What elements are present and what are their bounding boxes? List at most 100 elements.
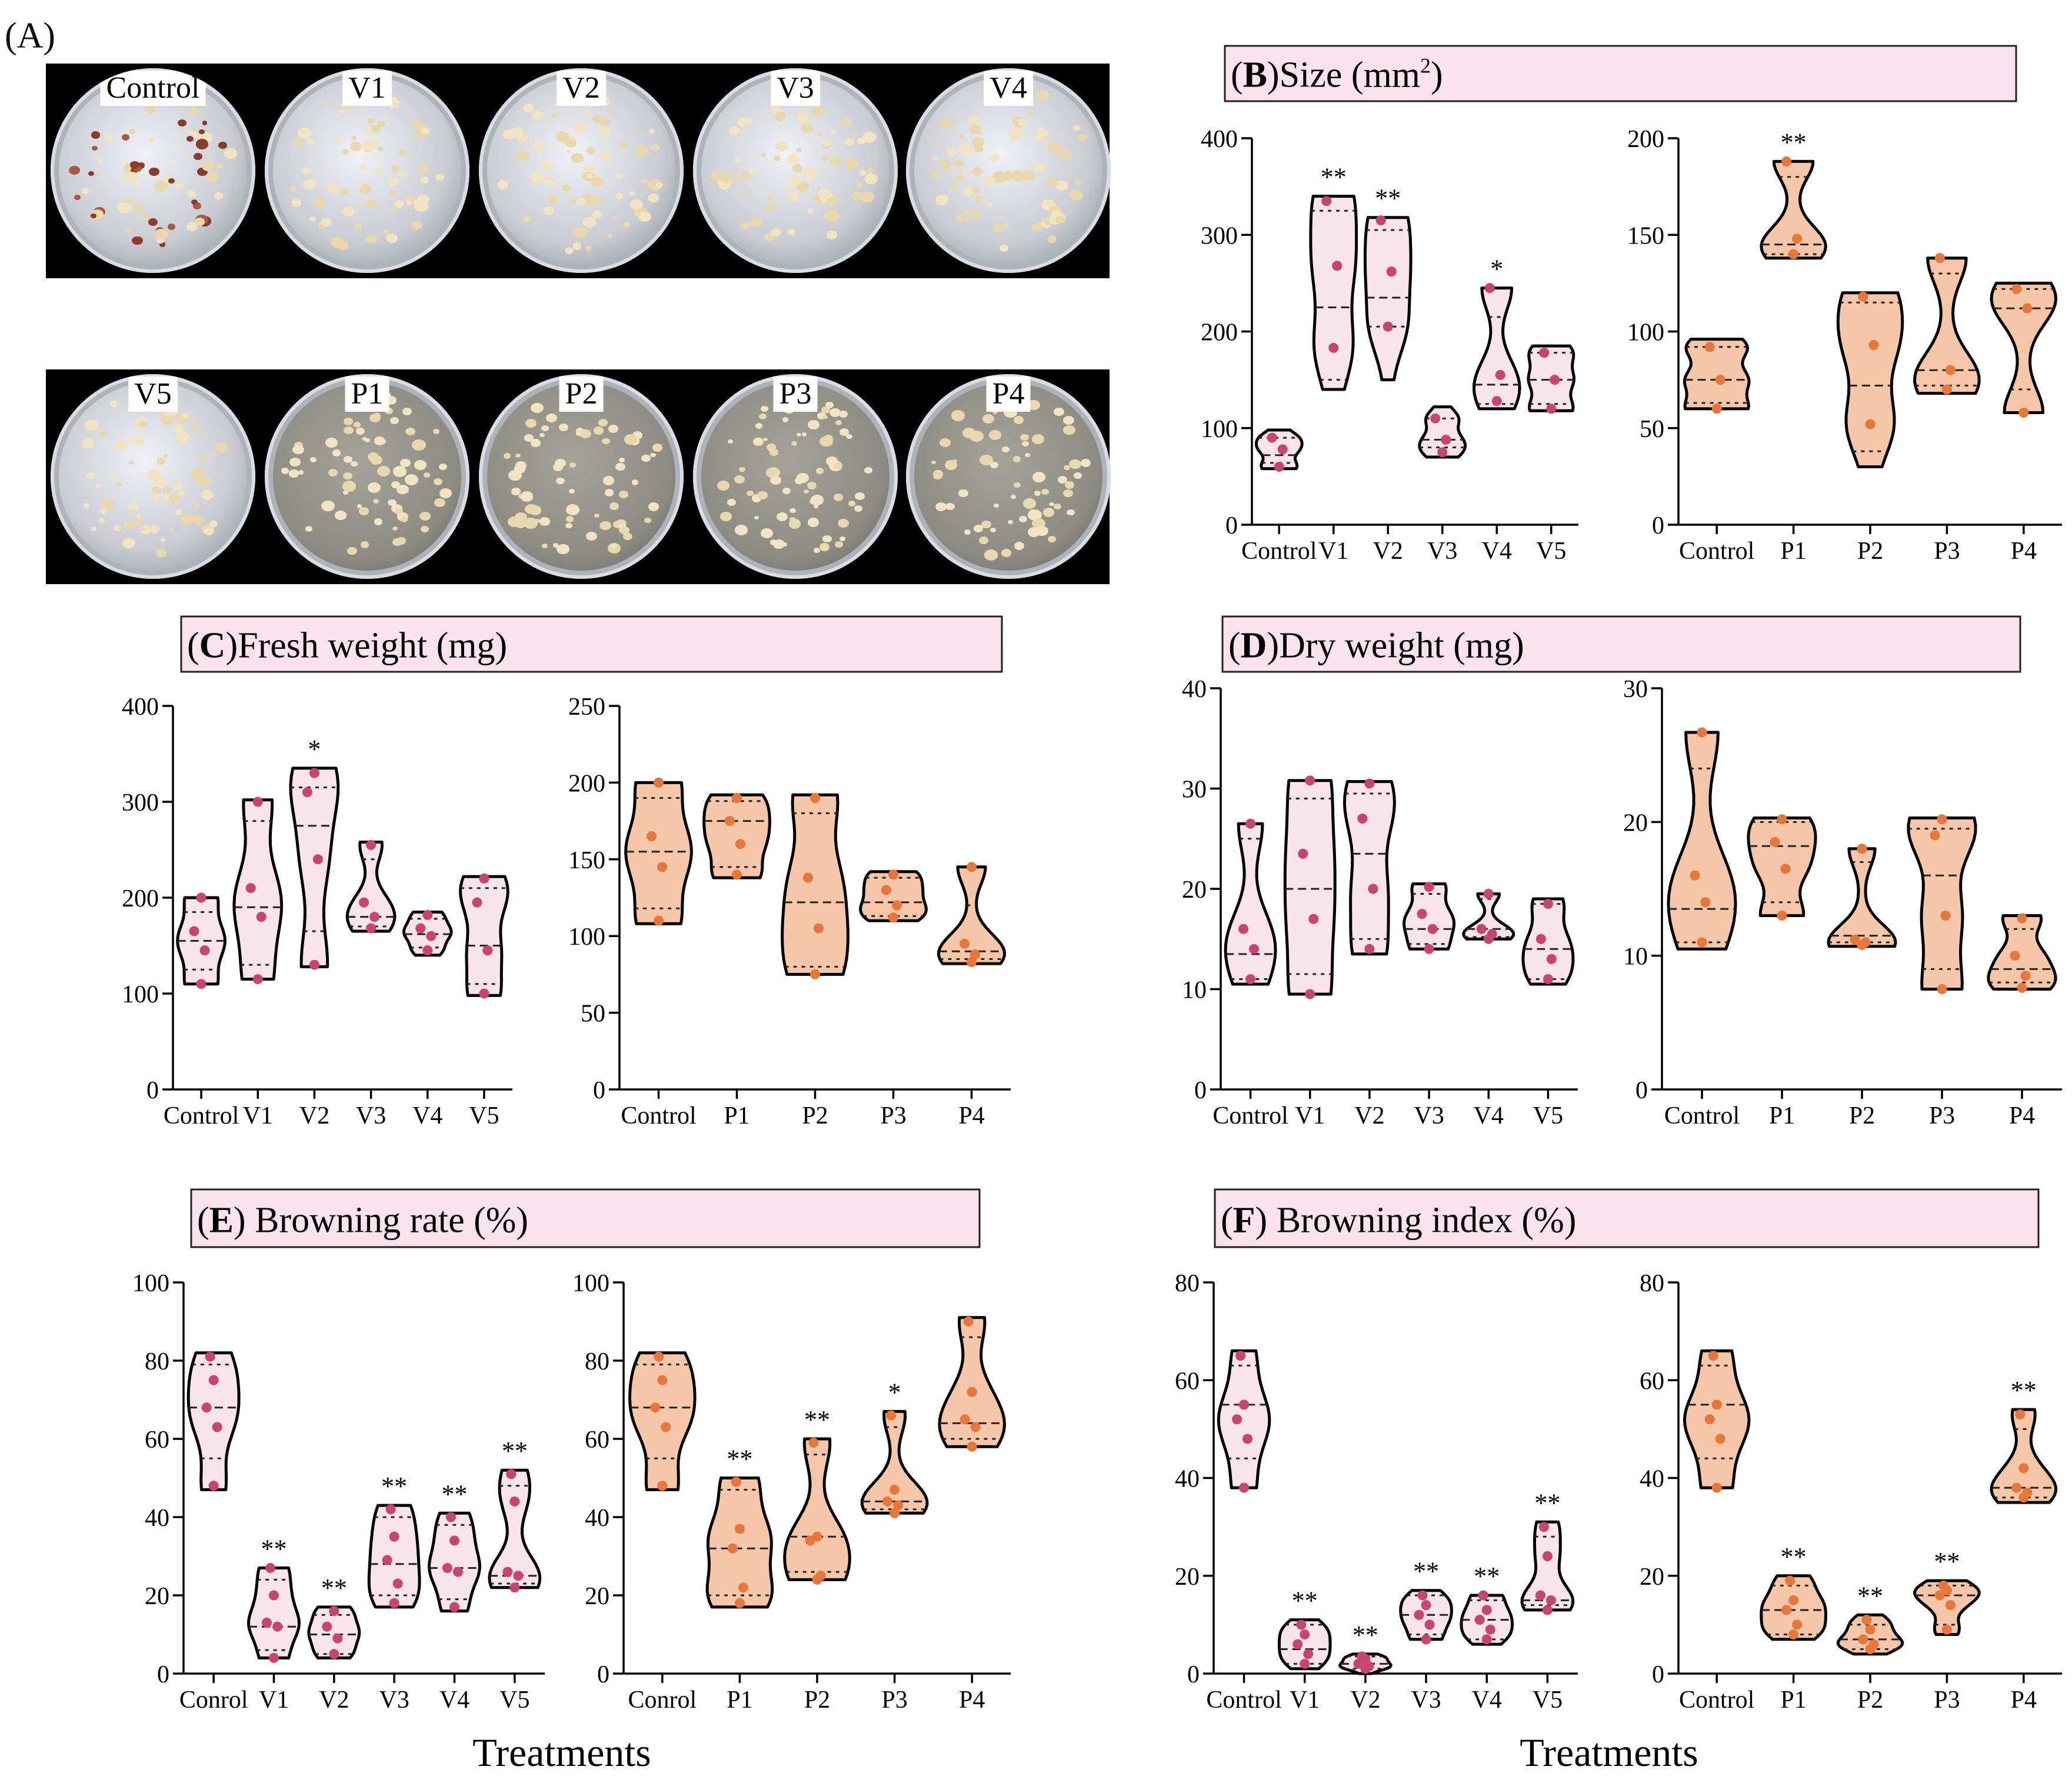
callus-clump	[365, 129, 374, 136]
title-end: )	[1431, 55, 1443, 95]
y-tick-label: 0	[597, 1661, 609, 1688]
data-point	[392, 1578, 403, 1589]
violin-body	[367, 1504, 421, 1609]
callus-clump	[994, 504, 1000, 508]
x-tick-label: V3	[356, 1102, 386, 1129]
y-tick-label: 40	[585, 1505, 609, 1532]
callus-clump	[644, 517, 652, 524]
callus-clump	[342, 206, 355, 217]
callus-clump	[834, 494, 844, 502]
callus-clump	[830, 408, 841, 417]
significance-label: **	[2011, 1376, 2037, 1405]
callus-clump	[569, 199, 576, 204]
data-point	[1865, 1624, 1876, 1635]
data-point	[1938, 1580, 1948, 1591]
callus-clump	[862, 132, 877, 144]
callus-clump	[302, 166, 312, 175]
data-point	[1292, 1639, 1303, 1649]
callus-clump	[359, 164, 367, 171]
significance-label: **	[381, 1472, 407, 1501]
callus-clump	[968, 115, 980, 126]
callus-clump	[1021, 169, 1035, 181]
y-tick-label: 0	[593, 1077, 605, 1104]
callus-clump	[552, 463, 563, 471]
callus-clump	[411, 220, 422, 229]
callus-clump	[129, 129, 136, 134]
callus-clump	[1055, 181, 1068, 191]
callus-clump	[382, 229, 389, 235]
data-point	[1298, 848, 1308, 859]
title-paren: (	[187, 626, 199, 666]
callus-clump	[378, 146, 384, 151]
callus-clump	[839, 536, 846, 542]
data-point	[1941, 384, 1952, 395]
callus-clump	[83, 503, 90, 508]
y-tick-label: 200	[1201, 319, 1238, 346]
dish-label: P2	[559, 376, 604, 412]
callus-clump	[752, 437, 764, 446]
callus-clump	[1065, 481, 1074, 489]
y-tick-label: 200	[568, 770, 605, 797]
data-point	[661, 1422, 671, 1432]
data-point	[1487, 929, 1497, 939]
callus-clump	[734, 177, 740, 182]
title-text: Browning index (%)	[1267, 1201, 1576, 1241]
callus-clump	[788, 175, 801, 186]
data-point	[479, 873, 489, 884]
data-point	[329, 1649, 339, 1659]
callus-clump	[405, 427, 415, 436]
callus-clump	[954, 159, 964, 167]
data-point	[815, 1571, 826, 1581]
violin-body	[1527, 344, 1576, 412]
callus-clump	[599, 117, 611, 126]
y-tick-label: 0	[1652, 512, 1664, 539]
callus-clump	[1028, 404, 1035, 410]
data-point	[1238, 924, 1249, 934]
data-point	[1364, 778, 1375, 789]
callus-clump	[1037, 128, 1048, 138]
x-tick-label: P3	[1929, 1102, 1955, 1129]
x-tick-label: V2	[319, 1687, 349, 1714]
callus-clump	[612, 216, 618, 221]
violin-body	[705, 1477, 774, 1609]
data-point	[2018, 1492, 2029, 1503]
callus-clump	[576, 129, 583, 134]
title-superscript: 2	[1420, 54, 1431, 78]
callus-clump	[357, 504, 362, 508]
callus-clump	[1074, 472, 1082, 479]
data-point	[727, 1543, 738, 1554]
x-tick-label: V3	[379, 1687, 409, 1714]
data-point	[1788, 1595, 1799, 1605]
callus-clump	[788, 229, 796, 235]
callus-clump	[564, 246, 574, 255]
callus-clump	[939, 159, 952, 169]
callus-clump	[321, 500, 335, 512]
violin-body	[1277, 1618, 1332, 1671]
x-tick-label: Control	[1679, 538, 1754, 565]
data-point	[812, 1574, 822, 1585]
callus-clump	[69, 165, 81, 175]
y-tick-label: 20	[1623, 809, 1648, 836]
callus-clump	[116, 202, 131, 214]
callus-clump	[771, 228, 782, 237]
callus-clump	[599, 127, 611, 136]
callus-clump	[1058, 149, 1072, 160]
callus-clump	[212, 452, 217, 456]
callus-clump	[149, 525, 159, 534]
callus-clump	[971, 187, 980, 194]
callus-clump	[88, 171, 95, 176]
callus-clump	[332, 449, 341, 456]
data-point	[1697, 937, 1707, 948]
data-point	[1711, 1399, 1722, 1410]
callus-clump	[804, 489, 810, 494]
y-tick-label: 40	[1182, 676, 1207, 703]
callus-clump	[191, 199, 198, 205]
callus-clump	[788, 192, 800, 202]
callus-clump	[978, 536, 989, 544]
callus-clump	[539, 432, 545, 438]
panel-f-left-subplot: 0 20 40 60 80 Control V1 ** V2 ** V3 ** V4 ** V5 **	[1175, 1270, 1578, 1714]
callus-clump	[857, 182, 862, 188]
data-point	[1857, 939, 1867, 950]
violin-body	[1747, 816, 1817, 917]
callus-clump	[648, 502, 659, 512]
